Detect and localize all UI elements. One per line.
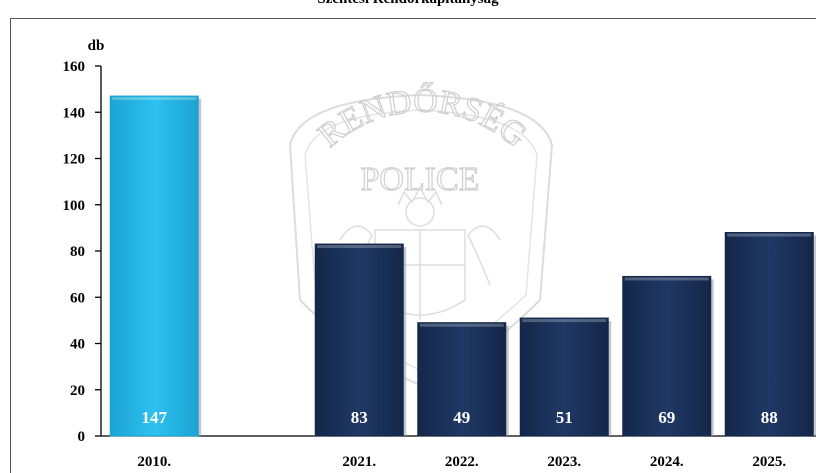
- x-axis-labels: 2010. 2021. 2022. 2023. 2024. 2025.: [137, 454, 786, 470]
- bar-2021: [314, 243, 404, 437]
- watermark-arc-text: RENDŐRSÉG: [311, 82, 533, 155]
- data-label-2021: 83: [351, 408, 368, 427]
- y-tick-label: 160: [63, 59, 86, 75]
- bar-2025: [724, 232, 814, 437]
- y-tick-label: 120: [63, 152, 86, 168]
- y-tick-label: 0: [78, 429, 86, 445]
- bar-highlight: [112, 97, 197, 101]
- chart-title: Szentesi Rendőrkapitányság: [0, 0, 816, 8]
- y-tick-label: 100: [63, 198, 86, 214]
- x-tick-label-2024: 2024.: [650, 454, 684, 470]
- y-axis-unit-label: db: [88, 38, 105, 54]
- y-tick-label: 140: [63, 105, 86, 121]
- data-labels: 147 83 49 51 69 88: [142, 408, 778, 427]
- data-label-2024: 69: [658, 408, 675, 427]
- bar-highlight: [624, 277, 709, 281]
- data-label-2010: 147: [142, 408, 168, 427]
- bar-2022: [417, 322, 507, 437]
- y-tick-label: 60: [70, 290, 85, 306]
- data-label-2022: 49: [453, 408, 470, 427]
- y-tick-label: 80: [70, 244, 85, 260]
- x-tick-label-2021: 2021.: [342, 454, 376, 470]
- plot-frame-top: [10, 18, 816, 19]
- y-tick-label: 20: [70, 383, 85, 399]
- bar-highlight: [317, 245, 402, 249]
- data-label-2025: 88: [761, 408, 778, 427]
- bar-2010: [109, 95, 199, 437]
- bar-highlight: [727, 233, 812, 237]
- bar-2023: [519, 317, 609, 437]
- data-label-2023: 51: [556, 408, 573, 427]
- x-tick-label-2025: 2025.: [752, 454, 786, 470]
- bar-2024: [622, 275, 712, 437]
- bar-highlight: [419, 323, 504, 327]
- bars: [109, 95, 816, 437]
- x-tick-label-2010: 2010.: [137, 454, 171, 470]
- watermark-police-text: POLICE: [361, 161, 480, 198]
- y-tick-label: 40: [70, 337, 85, 353]
- plot-frame-left: [10, 18, 11, 473]
- x-tick-label-2023: 2023.: [547, 454, 581, 470]
- bar-highlight: [522, 319, 607, 323]
- x-tick-label-2022: 2022.: [445, 454, 479, 470]
